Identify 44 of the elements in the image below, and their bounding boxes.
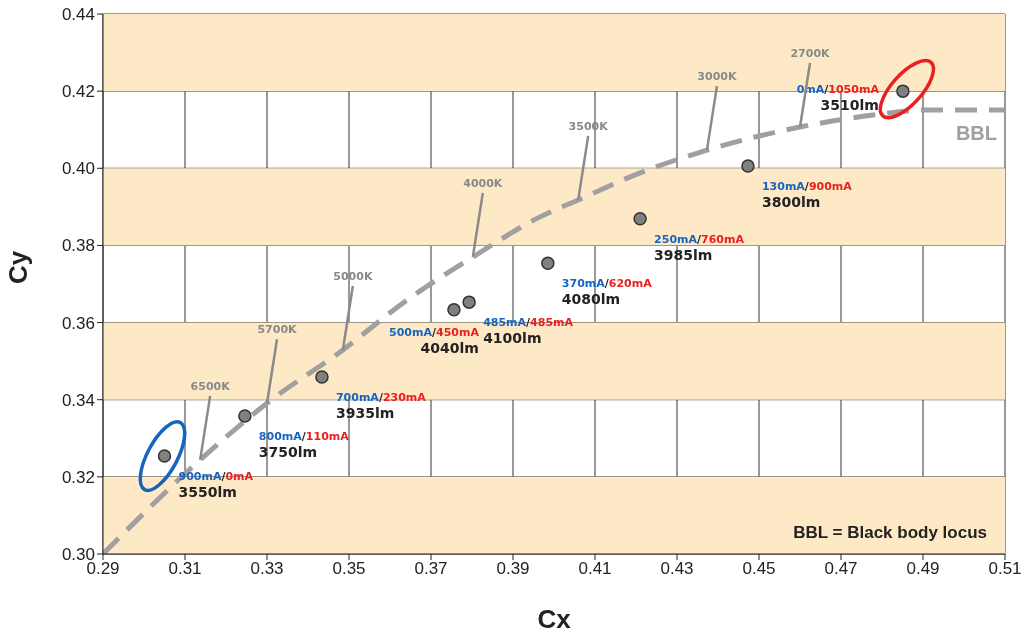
data-label: 250mA/760mA 3985lm [654,232,745,263]
point [238,409,252,423]
annotation: 2700K [790,47,831,61]
data-label: 500mA/450mA 4040lm [389,325,480,356]
annotation: 6500K [190,379,231,393]
y-tick-label: 0.34 [61,390,95,410]
data-label: 130mA/900mA 3800lm [761,179,853,210]
y-tick-label: 0.44 [61,5,95,25]
y-tick-label: 0.42 [61,82,95,102]
x-tick-label: 0.39 [496,559,530,579]
x-axis-title: Cx [537,604,572,634]
y-tick-label: 0.38 [61,236,95,256]
y-tick-label: 0.36 [61,313,95,333]
annotation: BBL = Black body locus [793,523,987,542]
annotation: 4000K [463,177,503,190]
x-tick-label: 0.51 [988,559,1022,579]
x-tick-label: 0.37 [414,559,448,579]
point [462,295,476,309]
series-label: BBL [955,122,997,145]
point [633,212,647,226]
data-label: 370mA/620mA 4080lm [561,277,653,308]
x-tick-label: 0.41 [578,559,612,579]
point [541,256,555,270]
x-tick-label: 0.31 [168,559,202,579]
annotation: 3000K [697,70,737,84]
point [447,303,461,317]
x-tick-label: 0.35 [332,559,366,579]
point [157,449,172,463]
x-tick-label: 0.33 [250,559,284,579]
x-tick-label: 0.47 [824,559,858,579]
point [315,370,329,384]
x-tick-label: 0.45 [742,559,776,579]
x-tick-label: 0.43 [660,559,694,579]
data-label: 700mA/230mA 3935lm [335,390,427,421]
x-tick-label: 0.49 [906,559,940,579]
y-axis-title: Cy [3,250,34,284]
point [896,84,910,98]
annotation: 5700K [257,323,298,337]
data-label: 900mA/0mA 3550lm [178,470,254,501]
data-label: 800mA/110mA 3750lm [258,429,350,460]
y-tick-label: 0.32 [61,467,95,487]
y-tick-label: 0.40 [61,159,95,179]
data-label: 485mA/485mA 4100lm [483,316,574,347]
point [741,159,755,173]
